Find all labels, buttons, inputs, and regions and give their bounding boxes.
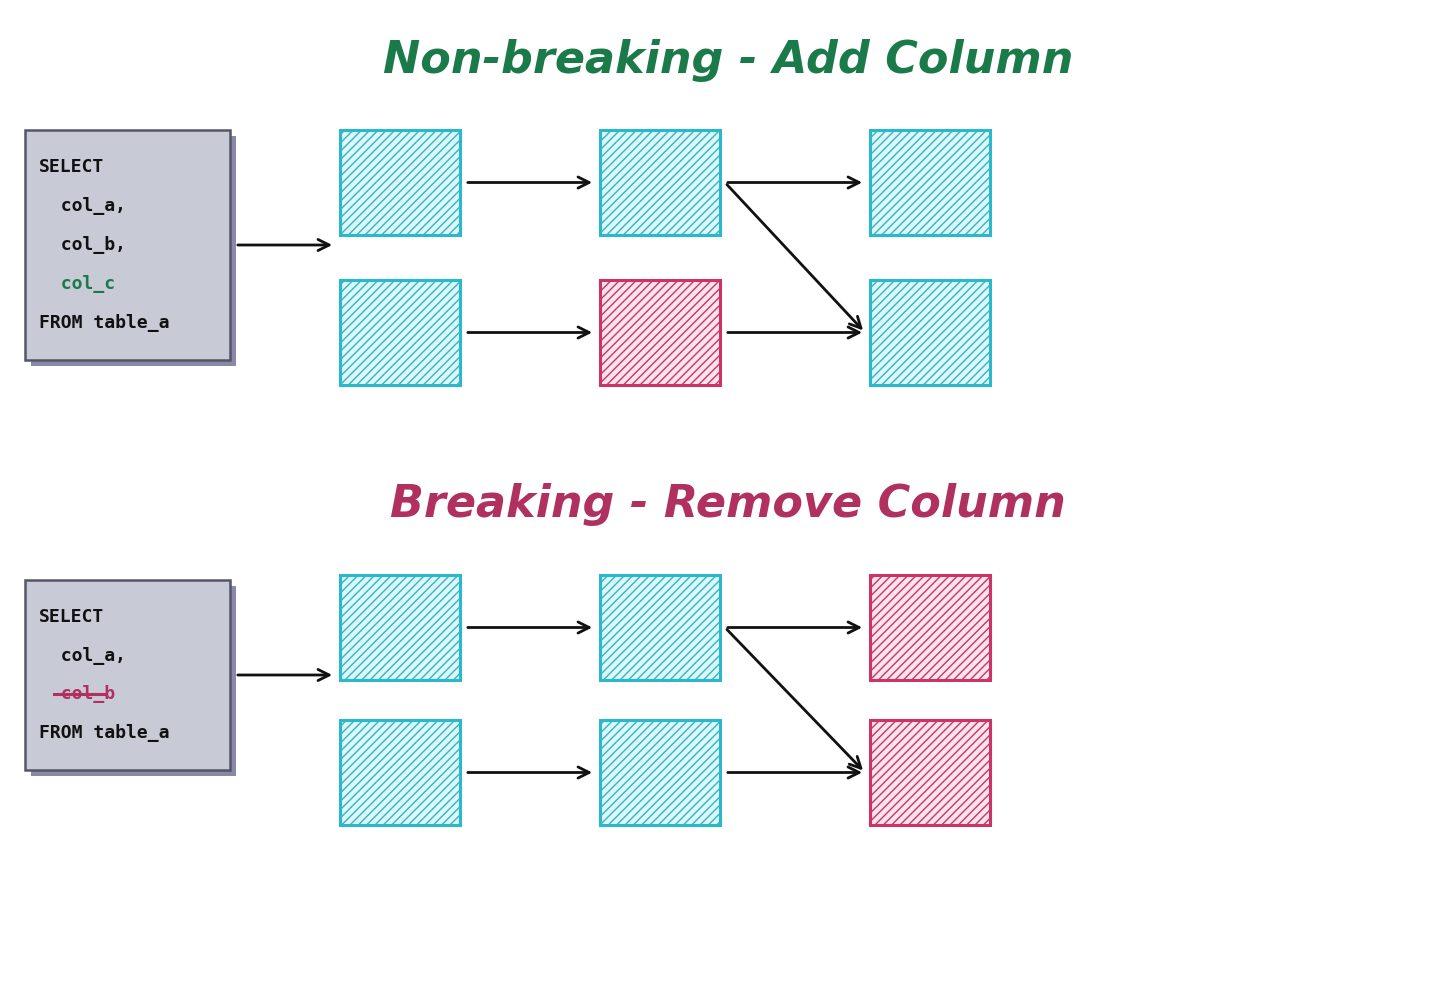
Text: Breaking - Remove Column: Breaking - Remove Column	[390, 483, 1066, 527]
Bar	[600, 575, 721, 680]
Bar	[341, 575, 460, 680]
Bar	[341, 575, 460, 680]
Bar	[871, 130, 990, 235]
Bar	[871, 280, 990, 385]
Bar	[871, 130, 990, 235]
Bar	[31, 136, 236, 366]
Text: SELECT: SELECT	[39, 159, 105, 177]
Bar	[341, 280, 460, 385]
Bar	[871, 720, 990, 825]
Bar	[600, 720, 721, 825]
Bar	[871, 575, 990, 680]
Bar	[871, 720, 990, 825]
Bar	[600, 575, 721, 680]
Bar	[25, 130, 230, 360]
Text: FROM table_a: FROM table_a	[39, 724, 169, 742]
Text: col_b: col_b	[39, 686, 115, 704]
Bar	[25, 580, 230, 770]
Text: FROM table_a: FROM table_a	[39, 313, 169, 331]
Text: col_a,: col_a,	[39, 647, 127, 665]
Bar	[600, 720, 721, 825]
Bar	[600, 280, 721, 385]
Bar	[600, 280, 721, 385]
Bar	[600, 130, 721, 235]
Bar	[31, 586, 236, 776]
Bar	[600, 130, 721, 235]
Bar	[871, 575, 990, 680]
Text: SELECT: SELECT	[39, 608, 105, 627]
Bar	[341, 720, 460, 825]
Bar	[871, 280, 990, 385]
Text: col_c: col_c	[39, 274, 115, 292]
Text: col_a,: col_a,	[39, 198, 127, 216]
Text: Non-breaking - Add Column: Non-breaking - Add Column	[383, 39, 1073, 82]
Bar	[341, 130, 460, 235]
Bar	[341, 720, 460, 825]
Text: col_b,: col_b,	[39, 236, 127, 254]
Bar	[341, 280, 460, 385]
Bar	[341, 130, 460, 235]
